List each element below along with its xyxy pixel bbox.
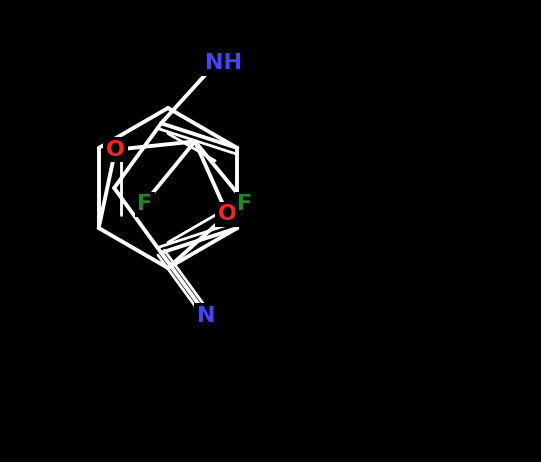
Text: NH: NH	[204, 53, 242, 73]
Text: F: F	[137, 195, 153, 214]
Text: O: O	[106, 140, 125, 160]
Text: N: N	[197, 306, 215, 326]
Text: O: O	[218, 205, 237, 225]
Text: F: F	[237, 195, 253, 214]
